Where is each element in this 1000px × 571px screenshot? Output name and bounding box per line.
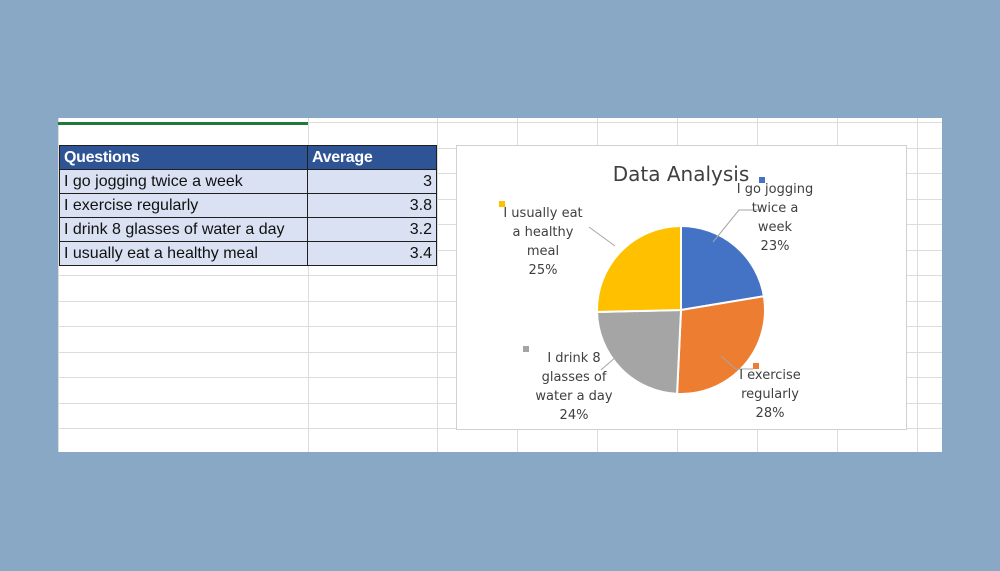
legend-key-water xyxy=(523,346,529,352)
category-label: I exercise xyxy=(739,368,801,383)
leader-line xyxy=(600,355,618,371)
percent-label: 28% xyxy=(756,406,785,421)
category-label: twice a xyxy=(752,201,799,216)
question-cell[interactable]: I exercise regularly xyxy=(59,193,308,218)
pie-chart-canvas: Data Analysis I go jogging twice a week 23%… xyxy=(499,162,813,423)
header-average[interactable]: Average xyxy=(307,145,437,170)
average-cell[interactable]: 3 xyxy=(307,169,437,194)
data-label-meal[interactable]: I usually eat a healthy meal 25% xyxy=(499,201,616,278)
spreadsheet-area[interactable]: Questions Average I go jogging twice a w… xyxy=(58,118,942,452)
data-label-water[interactable]: I drink 8 glasses of water a day 24% xyxy=(523,346,618,423)
category-label: glasses of xyxy=(542,370,607,385)
pie-slice-water[interactable] xyxy=(595,308,683,395)
category-label: I usually eat xyxy=(503,206,582,221)
question-cell[interactable]: I go jogging twice a week xyxy=(59,169,308,194)
leader-line xyxy=(712,209,759,243)
leader-line xyxy=(720,355,753,370)
legend-key-exercise xyxy=(753,363,759,369)
data-table: Questions Average I go jogging twice a w… xyxy=(59,145,437,266)
pie-slice-exercise[interactable] xyxy=(676,295,766,395)
pie-slice-meal[interactable] xyxy=(596,224,682,313)
pie-slice-jogging[interactable] xyxy=(680,224,766,312)
leader-line xyxy=(588,226,616,247)
category-label: water a day xyxy=(535,389,612,404)
table-row: I drink 8 glasses of water a day 3.2 xyxy=(59,217,437,242)
average-cell[interactable]: 3.8 xyxy=(307,193,437,218)
table-row: I usually eat a healthy meal 3.4 xyxy=(59,241,437,266)
category-label: I drink 8 xyxy=(547,351,600,366)
category-label: week xyxy=(758,220,793,235)
selected-cell-indicator xyxy=(58,122,308,125)
chart-title: Data Analysis xyxy=(613,162,750,186)
data-label-jogging[interactable]: I go jogging twice a week 23% xyxy=(712,177,813,254)
header-questions[interactable]: Questions xyxy=(59,145,308,170)
table-row: I exercise regularly 3.8 xyxy=(59,193,437,218)
header-row: Questions Average xyxy=(59,145,437,170)
category-label: I go jogging xyxy=(737,182,813,197)
percent-label: 25% xyxy=(529,263,558,278)
table-row: I go jogging twice a week 3 xyxy=(59,169,437,194)
legend-key-meal xyxy=(499,201,505,207)
question-cell[interactable]: I usually eat a healthy meal xyxy=(59,241,308,266)
category-label: regularly xyxy=(741,387,799,402)
data-label-exercise[interactable]: I exercise regularly 28% xyxy=(720,355,801,421)
question-cell[interactable]: I drink 8 glasses of water a day xyxy=(59,217,308,242)
category-label: meal xyxy=(527,244,559,259)
category-label: a healthy xyxy=(513,225,574,240)
average-cell[interactable]: 3.4 xyxy=(307,241,437,266)
average-cell[interactable]: 3.2 xyxy=(307,217,437,242)
legend-key-jogging xyxy=(759,177,765,183)
pie-chart[interactable]: Data Analysis I go jogging twice a week 23%… xyxy=(456,145,907,430)
percent-label: 24% xyxy=(560,408,589,423)
percent-label: 23% xyxy=(761,239,790,254)
